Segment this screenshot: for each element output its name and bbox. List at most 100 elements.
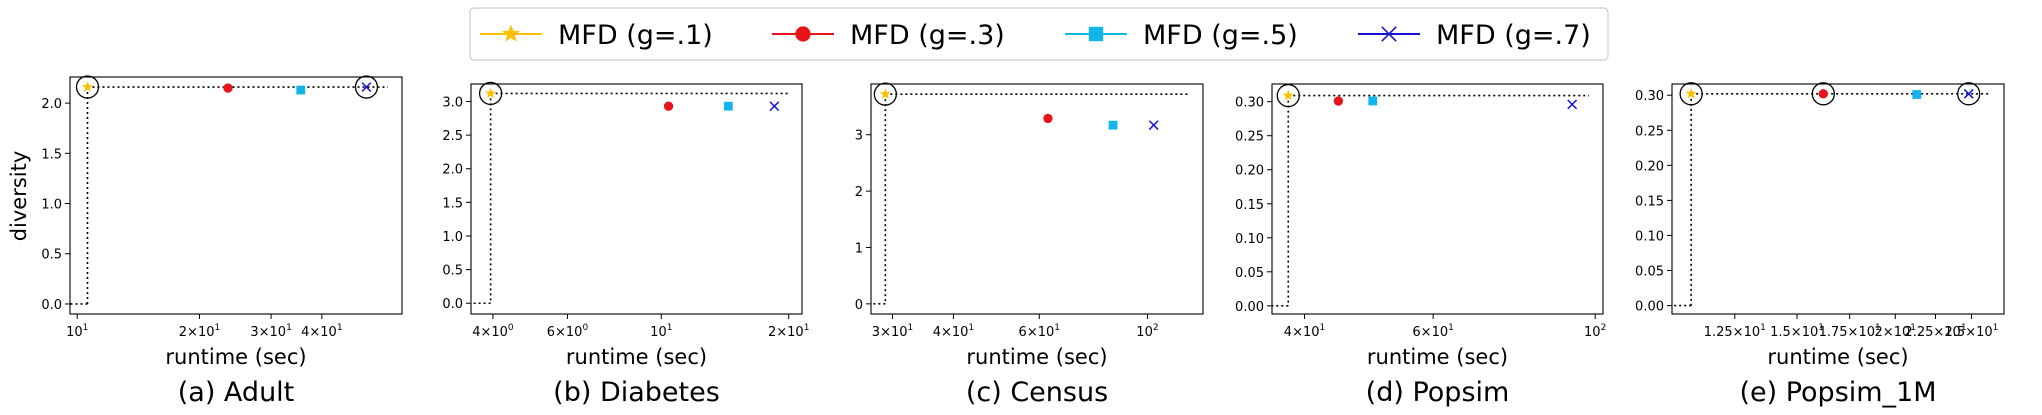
y-tick-label: 1.0 (442, 230, 463, 245)
legend-entry-mfd-g-5: MFD (g=.5) (1065, 20, 1298, 51)
legend-marker-x (1381, 26, 1397, 42)
y-tick-label: 0.00 (1235, 300, 1264, 315)
legend-entry-mfd-g-3: MFD (g=.3) (772, 20, 1005, 51)
point-mfd-g-7 (1567, 99, 1578, 110)
panel-c-census: 0 1 2 3 3×101 4×101 6×101 102 runtime (sec) (c) C… (855, 82, 1204, 408)
y-tick-label: 1.5 (442, 196, 463, 211)
legend-label: MFD (g=.7) (1436, 20, 1591, 51)
y-tick-label: 0.15 (1635, 194, 1664, 209)
x-axis-label: runtime (sec) (966, 345, 1107, 369)
x-tick-label: 2×101 (1875, 323, 1916, 340)
highlight-circle (1957, 82, 1981, 106)
legend-entry-mfd-g-1: MFD (g=.1) (480, 20, 713, 51)
point-mfd-g-3 (223, 83, 233, 93)
axes-frame (470, 83, 803, 315)
legend: MFD (g=.1) MFD (g=.3) MFD (g=.5) MFD (g=.7) (469, 7, 1609, 61)
legend-label: MFD (g=.3) (850, 20, 1005, 51)
x-tick-label: 3×101 (872, 323, 913, 340)
x-tick-label: 1.5×101 (1770, 323, 1824, 340)
x-tick-label: 4×100 (472, 323, 514, 340)
x-tick-label: 2.25×101 (1904, 323, 1966, 340)
x-tick-label: 2×101 (179, 323, 220, 340)
panel-a-adult: 0.0 0.5 1.0 1.5 2.0 101 2×101 3×101 4×101 runtime… (41, 75, 403, 408)
y-tick-label: 0.05 (1235, 266, 1264, 281)
y-tick-label: 0.20 (1235, 164, 1264, 179)
y-tick-label: 0.00 (1635, 300, 1664, 315)
y-tick-label: 0.25 (1635, 124, 1664, 139)
point-mfd-g-1 (485, 87, 497, 99)
axes-frame (1671, 83, 2005, 315)
y-tick-label: 0.25 (1235, 130, 1264, 145)
point-mfd-g-3 (663, 101, 674, 111)
panel-caption: (a) Adult (178, 377, 295, 408)
y-tick-label: 0 (855, 298, 863, 313)
panel-caption: (e) Popsim_1M (1739, 377, 1936, 408)
x-tick-label: 3×101 (250, 323, 291, 340)
point-mfd-g-5 (723, 101, 733, 111)
point-mfd-g-5 (1912, 90, 1922, 99)
y-tick-label: 1.5 (41, 147, 62, 162)
y-tick-label: 0.5 (41, 248, 62, 263)
axes-frame (69, 76, 403, 315)
y-tick-label: 2.0 (442, 163, 463, 178)
y-axis-label: diversity (7, 151, 31, 242)
x-tick-label: 6×101 (1019, 323, 1060, 340)
point-mfd-g-5 (1108, 120, 1118, 130)
legend-marker-square (1088, 26, 1104, 42)
y-tick-label: 0.10 (1235, 232, 1264, 247)
panel-caption: (c) Census (966, 377, 1108, 408)
y-tick-label: 2.5 (442, 129, 463, 144)
point-mfd-g-7 (1148, 120, 1159, 131)
panel-d-popsim: 0.00 0.05 0.10 0.15 0.20 0.25 0.30 4×101 6×101 10… (1235, 83, 1606, 408)
x-tick-label: 102 (1584, 323, 1606, 340)
legend-entry-mfd-g-7: MFD (g=.7) (1358, 20, 1591, 51)
y-tick-label: 3 (855, 129, 863, 144)
x-axis-label: runtime (sec) (1767, 345, 1908, 369)
point-mfd-g-1 (1282, 89, 1294, 101)
legend-label: MFD (g=.1) (558, 20, 713, 51)
point-mfd-g-1 (81, 81, 93, 92)
axes-frame (1271, 83, 1604, 315)
y-tick-label: 2 (855, 185, 863, 200)
point-mfd-g-7 (1963, 88, 1974, 99)
x-tick-label: 4×101 (1284, 323, 1325, 340)
x-axis-label: runtime (sec) (165, 345, 306, 369)
x-tick-label: 2.5×101 (1945, 323, 1999, 340)
point-mfd-g-7 (769, 101, 780, 112)
highlight-circle (75, 75, 100, 99)
x-tick-label: 1.75×101 (1819, 323, 1881, 340)
x-tick-label: 4×101 (933, 323, 974, 340)
x-tick-label: 102 (1136, 323, 1158, 340)
point-mfd-g-7 (361, 82, 372, 92)
x-tick-label: 1.25×101 (1704, 323, 1766, 340)
x-tick-label: 4×101 (301, 323, 342, 340)
y-tick-label: 0.30 (1635, 89, 1664, 104)
panel-caption: (b) Diabetes (553, 377, 720, 408)
x-tick-label: 2×101 (768, 323, 809, 340)
y-tick-label: 0.15 (1235, 198, 1264, 213)
y-tick-label: 0.0 (442, 297, 463, 312)
x-tick-label: 6×101 (1412, 323, 1453, 340)
point-mfd-g-3 (1043, 113, 1053, 124)
y-tick-label: 0.0 (41, 298, 62, 313)
legend-marker-circle (795, 26, 811, 42)
point-mfd-g-3 (1333, 96, 1344, 106)
panel-e-popsim-1m: 0.00 0.05 0.10 0.15 0.20 0.25 0.30 1.25×101 1.5×… (1635, 82, 2005, 408)
y-tick-label: 2.0 (41, 97, 62, 112)
axes-frame (870, 83, 1204, 315)
x-tick-label: 101 (66, 323, 88, 340)
y-tick-label: 0.30 (1235, 96, 1264, 111)
point-mfd-g-1 (879, 88, 891, 99)
legend-frame (469, 7, 1609, 61)
legend-label: MFD (g=.5) (1143, 20, 1298, 51)
legend-marker-star (502, 24, 520, 42)
highlight-circle (1811, 82, 1835, 106)
y-tick-label: 1 (855, 241, 863, 256)
highlight-circle (873, 82, 897, 106)
point-mfd-g-5 (296, 85, 306, 95)
y-tick-label: 0.5 (442, 264, 463, 279)
point-mfd-g-3 (1818, 89, 1828, 99)
panels: 0.0 0.5 1.0 1.5 2.0 101 2×101 3×101 4×101 runtime… (7, 75, 2005, 408)
x-tick-label: 6×100 (547, 323, 589, 340)
